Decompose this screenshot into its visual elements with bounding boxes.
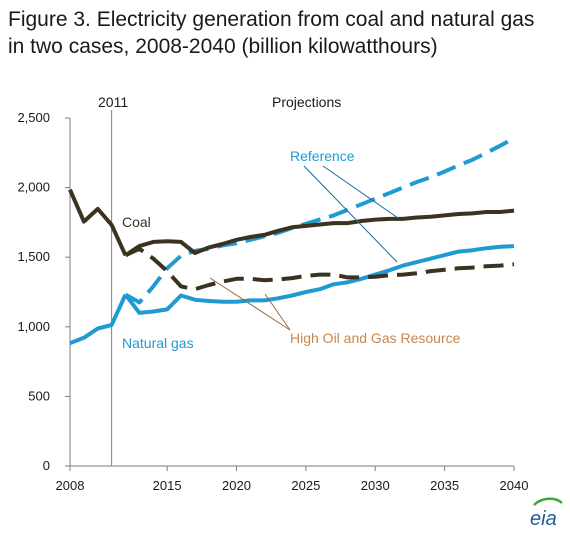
series-gas-history (69, 293, 128, 345)
x-tick-label: 2015 (153, 478, 182, 493)
series-coal-hogr (124, 246, 515, 292)
series-gas-reference (124, 136, 515, 305)
divider-year-label: 2011 (98, 94, 128, 110)
y-tick-label: 2,000 (17, 180, 50, 195)
annotations: 2011 Projections Coal Natural gas Reference H… (98, 94, 461, 351)
logo-text: eia (530, 508, 557, 530)
high-oil-gas-label: High Oil and Gas Resource (290, 330, 461, 346)
axes (69, 110, 514, 467)
coal-label: Coal (122, 214, 151, 230)
series-coal-history (68, 188, 128, 257)
logo-leaf-icon (533, 497, 563, 506)
hogr-leader-gas (264, 293, 291, 331)
y-tick-label: 0 (43, 458, 50, 473)
series-coal-reference (124, 208, 515, 257)
reference-label: Reference (290, 148, 355, 164)
x-tick-label: 2040 (500, 478, 529, 493)
series-gas-hogr (123, 244, 515, 315)
x-tick-label: 2020 (222, 478, 251, 493)
x-tick-labels: 2008 2015 2020 2025 2030 2035 2040 (56, 466, 529, 493)
hogr-leader-coal (209, 277, 291, 331)
y-tick-label: 1,500 (17, 249, 50, 264)
y-tick-labels: 0 500 1,000 1,500 2,000 2,500 (17, 110, 70, 473)
reference-leader-coal (303, 165, 398, 263)
x-tick-label: 2035 (430, 478, 459, 493)
x-tick-label: 2030 (361, 478, 390, 493)
y-tick-label: 500 (28, 388, 50, 403)
x-tick-label: 2025 (291, 478, 320, 493)
y-tick-label: 1,000 (17, 319, 50, 334)
x-tick-label: 2008 (56, 478, 85, 493)
series-lines (68, 136, 515, 345)
y-tick-label: 2,500 (17, 110, 50, 125)
projections-label: Projections (272, 94, 341, 110)
eia-logo: eia (530, 497, 563, 530)
reference-leader-gas (322, 165, 399, 219)
chart-title: Figure 3. Electricity generation from co… (8, 8, 535, 58)
natural-gas-label: Natural gas (122, 335, 194, 351)
